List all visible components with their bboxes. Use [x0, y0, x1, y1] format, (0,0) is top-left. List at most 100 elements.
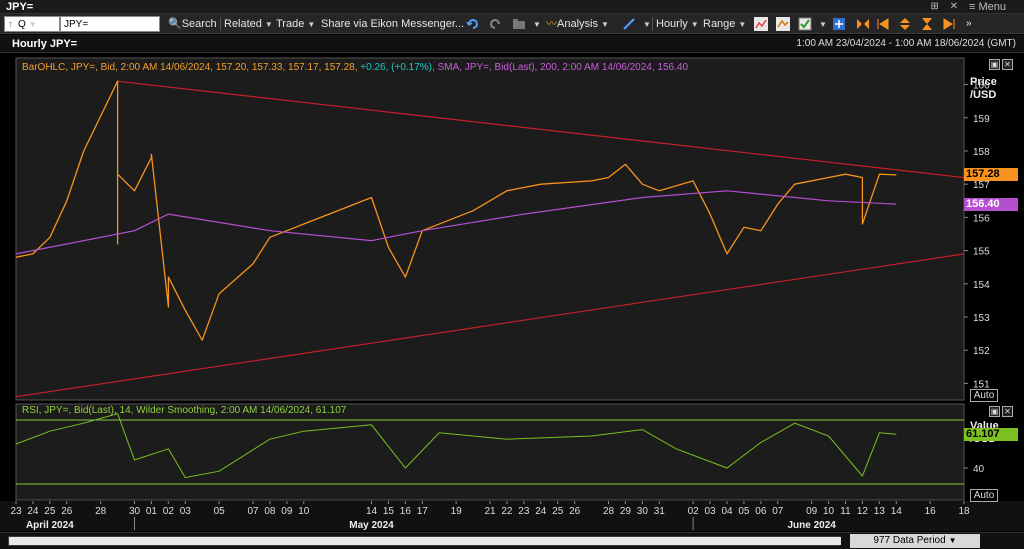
time-tick-label: 03	[180, 506, 192, 517]
time-tick-label: 05	[738, 506, 750, 517]
time-tick-label: 01	[146, 506, 158, 517]
main-legend: BarOHLC, JPY=, Bid, 2:00 AM 14/06/2024, …	[22, 62, 688, 73]
price-auto-scale-button[interactable]: Auto	[970, 389, 998, 402]
redo-icon[interactable]	[488, 17, 502, 31]
instrument-mode-select[interactable]: ↑ Q ▼	[4, 16, 60, 32]
time-tick-label: 31	[654, 506, 666, 517]
time-tick-label: 09	[281, 506, 293, 517]
chevron-down-icon[interactable]: ▼	[643, 20, 651, 29]
time-tick-label: 16	[400, 506, 412, 517]
close-panel-icon[interactable]: ✕	[1002, 406, 1013, 417]
time-tick-label: 02	[688, 506, 700, 517]
time-tick-label: 12	[857, 506, 869, 517]
chart-title: Hourly JPY=	[12, 38, 78, 50]
crosshair-icon[interactable]	[832, 17, 846, 31]
time-tick-label: 15	[383, 506, 395, 517]
toolbar-divider	[220, 17, 221, 31]
time-tick-label: 07	[247, 506, 259, 517]
chevron-down-icon[interactable]: ▼	[533, 20, 541, 29]
price-axis-title: Price /USD	[970, 76, 997, 102]
instrument-mode-value: Q	[18, 18, 26, 30]
interval-menu[interactable]: Hourly ▼	[656, 16, 699, 32]
range-menu[interactable]: Range ▼	[703, 16, 746, 32]
time-tick-label: 22	[501, 506, 513, 517]
data-period-select[interactable]: 977 Data Period ▼	[850, 534, 980, 548]
search-button[interactable]: 🔍Search	[168, 16, 217, 32]
analysis-label: Analysis	[557, 18, 598, 30]
chevron-down-icon: ▼	[948, 536, 957, 545]
price-tick-label: 158	[973, 147, 990, 158]
compare-chart-icon[interactable]	[776, 17, 790, 31]
time-tick-label: 19	[451, 506, 463, 517]
restore-panel-icon[interactable]: ▣	[989, 59, 1000, 70]
time-tick-label: 26	[61, 506, 73, 517]
chart-footer: 977 Data Period ▼	[0, 532, 1024, 549]
chart-type-icon[interactable]	[754, 17, 768, 31]
analysis-menu[interactable]: 〰Analysis ▼	[546, 16, 609, 32]
scroll-right-icon[interactable]	[942, 17, 956, 31]
time-tick-label: 07	[772, 506, 784, 517]
time-tick-label: 24	[27, 506, 39, 517]
hourglass-icon[interactable]	[920, 17, 934, 31]
more-tools-icon[interactable]: »	[966, 18, 972, 29]
ric-input[interactable]	[60, 16, 160, 32]
trendline	[117, 80, 965, 179]
search-icon: 🔍	[168, 18, 182, 30]
toolbar-divider	[652, 17, 653, 31]
rsi-legend-wrapper: RSI, JPY=, Bid(Last), 14, Wilder Smoothi…	[22, 405, 346, 416]
analysis-line-icon: 〰	[546, 18, 557, 30]
rsi-value-tag: 61.107	[964, 427, 1018, 441]
trade-menu[interactable]: Trade ▼	[276, 16, 315, 32]
time-tick-label: 13	[874, 506, 886, 517]
trendline	[15, 253, 965, 398]
time-tick-label: 14	[891, 506, 903, 517]
price-tick-label: 157	[973, 180, 990, 191]
undo-icon[interactable]	[466, 17, 480, 31]
search-label: Search	[181, 18, 217, 30]
time-tick-label: 21	[484, 506, 496, 517]
related-label: Related	[224, 18, 262, 30]
time-tick-label: 25	[44, 506, 56, 517]
zoom-fit-icon[interactable]	[856, 17, 870, 31]
restore-panel-icon[interactable]: ▣	[989, 406, 1000, 417]
last-price-tag: 157.28	[964, 168, 1018, 182]
interval-label: Hourly	[656, 18, 688, 30]
menu-button[interactable]: ≡ Menu	[968, 1, 1006, 13]
related-menu[interactable]: Related ▼	[224, 16, 273, 32]
time-tick-label: 30	[637, 506, 649, 517]
trade-label: Trade	[276, 18, 305, 30]
folder-icon[interactable]	[512, 17, 526, 31]
rsi-panel-controls: ▣ ✕	[989, 406, 1013, 417]
chart-canvas[interactable]: 151 152 153 154 155 156 157 158 159 160 40 23 24 25 26…	[0, 54, 1024, 532]
chevron-down-icon: ▼	[307, 20, 316, 29]
scroll-left-icon[interactable]	[876, 17, 890, 31]
time-tick-label: 23	[10, 506, 22, 517]
close-panel-icon[interactable]: ✕	[1002, 59, 1013, 70]
time-scrollbar[interactable]	[8, 536, 841, 546]
chevron-down-icon[interactable]: ▼	[819, 20, 827, 29]
time-tick-label: 30	[129, 506, 141, 517]
time-tick-label: 28	[95, 506, 107, 517]
rsi-tick-label: 40	[973, 464, 985, 475]
chevron-down-icon: ▼	[28, 19, 37, 29]
date-range: 1:00 AM 23/04/2024 - 1:00 AM 18/06/2024 …	[796, 38, 1016, 49]
month-label: May 2024	[349, 520, 394, 531]
scale-vertical-icon[interactable]	[898, 17, 912, 31]
time-tick-label: 14	[366, 506, 378, 517]
time-tick-label: 10	[823, 506, 835, 517]
price-tick-label: 153	[973, 313, 990, 324]
up-arrow-icon: ↑	[8, 18, 13, 30]
window-controls[interactable]: ⊞ ✕	[930, 1, 962, 12]
toolbar: ↑ Q ▼ 🔍Search Related▼ Trade▼ Share via …	[0, 14, 1024, 34]
time-tick-label: 08	[264, 506, 276, 517]
share-eikon-messenger-button[interactable]: Share via Eikon Messenger...	[321, 18, 465, 30]
draw-line-icon[interactable]	[622, 17, 636, 31]
checkbox-icon[interactable]	[798, 17, 812, 31]
time-scrollbar-thumb[interactable]	[9, 537, 841, 545]
chart-info-bar: Hourly JPY= 1:00 AM 23/04/2024 - 1:00 AM…	[0, 35, 1024, 53]
time-tick-label: 18	[958, 506, 970, 517]
time-tick-label: 11	[840, 506, 851, 517]
price-tick-label: 151	[973, 379, 990, 390]
rsi-auto-scale-button[interactable]: Auto	[970, 489, 998, 502]
time-tick-label: 06	[755, 506, 767, 517]
